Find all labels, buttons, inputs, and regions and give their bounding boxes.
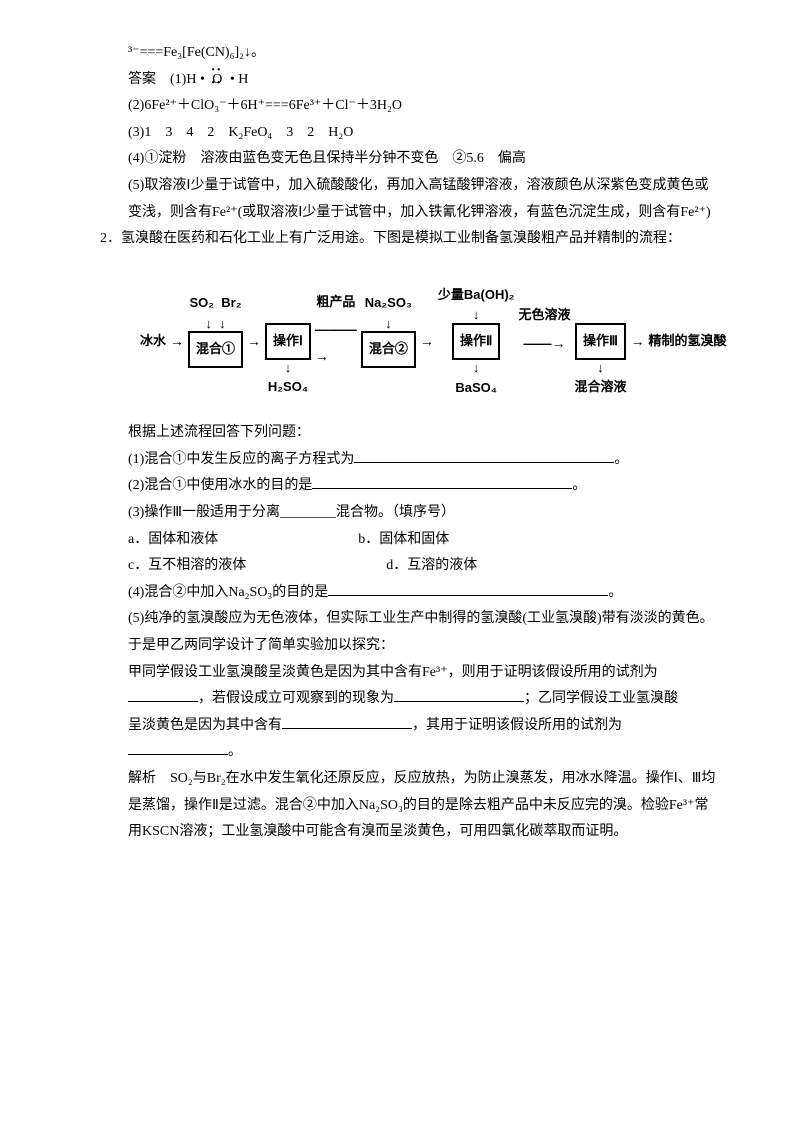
- blank-contains[interactable]: [282, 714, 412, 729]
- q2-4: (4)混合②中加入Na₂SO₃的目的是 。: [128, 580, 720, 607]
- q2-5-p3b: ，其用于证明该假设所用的试剂为: [412, 718, 622, 733]
- answer-line-1: 答案 (1)H • •• O •• • H: [128, 67, 720, 94]
- q2-5-p2b: ，若假设成立可观察到的现象为: [198, 691, 394, 706]
- blank-reagent-2[interactable]: [128, 740, 228, 755]
- q2-5-p3a: 呈淡黄色是因为其中含有: [128, 718, 282, 733]
- opt-b: b．固体和固体: [358, 527, 449, 554]
- input-na2so3: Na₂SO₃: [365, 291, 412, 316]
- box-op3: 操作Ⅲ: [575, 323, 626, 360]
- ans1-suffix: H: [238, 72, 248, 87]
- q2-5-p3: 呈淡黄色是因为其中含有 ，其用于证明该假设所用的试剂为: [128, 713, 720, 740]
- output-baso4: BaSO₄: [455, 376, 497, 401]
- q2-1-end: 。: [614, 452, 628, 467]
- q2-5-p4: 。: [128, 739, 720, 766]
- q2-2-text: (2)混合①中使用冰水的目的是: [128, 478, 312, 493]
- q2-5-p2: 甲同学假设工业氢溴酸呈淡黄色是因为其中含有Fe³⁺，则用于证明该假设所用的试剂为: [128, 660, 720, 687]
- options-row1: a．固体和液体 b．固体和固体: [128, 527, 720, 554]
- q2-4-text: (4)混合②中加入Na₂SO₃的目的是: [128, 585, 328, 600]
- opt-c: c．互不相溶的液体: [128, 553, 246, 580]
- label-crude: 粗产品: [316, 290, 355, 315]
- ans5: (5)取溶液Ⅰ少量于试管中，加入硫酸酸化，再加入高锰酸钾溶液，溶液颜色从深紫色变…: [128, 173, 720, 226]
- output-mix: 混合溶液: [574, 375, 626, 400]
- q2-prompt: 根据上述流程回答下列问题：: [128, 420, 720, 447]
- answer-label: 答案: [128, 72, 156, 87]
- blank-q2-1[interactable]: [354, 448, 614, 463]
- label-colorless: 无色溶液: [518, 303, 570, 328]
- lewis-dot: •: [230, 72, 235, 87]
- opt-a: a．固体和液体: [128, 527, 218, 554]
- opt-d: d．互溶的液体: [386, 553, 477, 580]
- q2-2: (2)混合①中使用冰水的目的是 。: [128, 473, 720, 500]
- q2-5-p2a: 甲同学假设工业氢溴酸呈淡黄色是因为其中含有Fe³⁺，则用于证明该假设所用的试剂为: [128, 665, 658, 680]
- output-h2so4: H₂SO₄: [268, 375, 308, 400]
- options-row2: c．互不相溶的液体 d．互溶的液体: [128, 553, 720, 580]
- blank-phenomenon[interactable]: [394, 687, 524, 702]
- q2-5-p2-cont: ，若假设成立可观察到的现象为 ；乙同学假设工业氢溴酸: [128, 686, 720, 713]
- q2-2-end: 。: [572, 478, 586, 493]
- box-mix1: 混合①: [188, 331, 243, 368]
- q2-4-end: 。: [608, 585, 622, 600]
- ans1-prefix: (1)H: [170, 72, 196, 87]
- lewis-oxygen: •• O ••: [208, 67, 226, 87]
- q2-1: (1)混合①中发生反应的离子方程式为 。: [128, 447, 720, 474]
- input-br2: Br₂: [221, 295, 241, 310]
- lone-pair-bottom: ••: [211, 74, 222, 93]
- q2-5-p2c: ；乙同学假设工业氢溴酸: [524, 691, 678, 706]
- input-ice: 冰水: [140, 329, 166, 354]
- q2-3: (3)操作Ⅲ一般适用于分离________混合物。（填序号）: [128, 500, 720, 527]
- page: ³⁻===Fe₃[Fe(CN)₆]₂↓。 答案 (1)H • •• O •• •…: [0, 0, 800, 1132]
- lewis-dot: •: [200, 72, 205, 87]
- ans2: (2)6Fe²⁺＋ClO₃⁻＋6H⁺===6Fe³⁺＋Cl⁻＋3H₂O: [128, 93, 720, 120]
- box-op2: 操作Ⅱ: [452, 323, 500, 360]
- blank-reagent-1[interactable]: [128, 687, 198, 702]
- blank-q2-2[interactable]: [312, 474, 572, 489]
- q2-5-p4-end: 。: [228, 744, 242, 759]
- flow-diagram: 冰水 → SO₂ Br₂ ↓ ↓ 混合① → 操作Ⅰ ↓ H₂SO₄ 粗产品 —…: [140, 283, 720, 400]
- output-refined: 精制的氢溴酸: [648, 329, 726, 354]
- input-so2: SO₂: [190, 295, 215, 310]
- ans4: (4)①淀粉 溶液由蓝色变无色且保持半分钟不变色 ②5.6 偏高: [128, 146, 720, 173]
- q2-5-p1: (5)纯净的氢溴酸应为无色液体，但实际工业生产中制得的氢溴酸(工业氢溴酸)带有淡…: [128, 606, 720, 659]
- ans3: (3)1 3 4 2 K₂FeO₄ 3 2 H₂O: [128, 120, 720, 147]
- box-op1: 操作Ⅰ: [265, 323, 311, 360]
- box-mix2: 混合②: [361, 331, 416, 368]
- input-baoh2: 少量Ba(OH)₂: [438, 283, 515, 308]
- blank-q2-4[interactable]: [328, 581, 608, 596]
- q2-1-text: (1)混合①中发生反应的离子方程式为: [128, 452, 354, 467]
- q2-intro: 2．氢溴酸在医药和石化工业上有广泛用途。下图是模拟工业制备氢溴酸粗产品并精制的流…: [100, 226, 720, 253]
- explanation: 解析 SO₂与Br₂在水中发生氧化还原反应，反应放热，为防止溴蒸发，用冰水降温。…: [128, 766, 720, 846]
